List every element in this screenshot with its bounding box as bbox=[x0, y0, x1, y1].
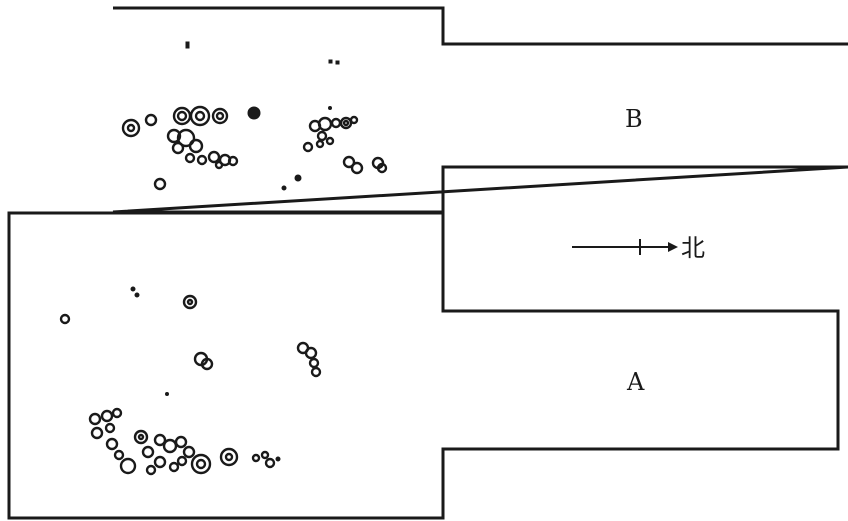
feature-ring bbox=[330, 117, 342, 129]
area-b-features bbox=[121, 41, 388, 191]
north-box-outline bbox=[441, 165, 848, 313]
feature-ring bbox=[171, 141, 185, 155]
feature-ring bbox=[188, 138, 204, 154]
feature-ring bbox=[144, 113, 158, 127]
feature-solid bbox=[294, 174, 302, 182]
area-a-label: A bbox=[626, 368, 645, 396]
feature-ring bbox=[133, 429, 149, 445]
feature-ring bbox=[251, 453, 261, 463]
feature-ring bbox=[119, 457, 137, 475]
feature-ring bbox=[339, 116, 353, 130]
feature-mark bbox=[335, 60, 340, 65]
feature-ring bbox=[121, 118, 141, 138]
area-a-features bbox=[59, 286, 322, 476]
feature-ring bbox=[186, 298, 194, 306]
feature-ring bbox=[126, 123, 136, 133]
feature-ring bbox=[90, 426, 104, 440]
feature-ring bbox=[141, 445, 155, 459]
feature-solid bbox=[275, 456, 281, 462]
feature-ring bbox=[168, 461, 180, 473]
feature-ring bbox=[184, 152, 196, 164]
feature-ring bbox=[172, 106, 192, 126]
north-arrow-icon bbox=[572, 239, 678, 255]
feature-ring bbox=[315, 139, 325, 149]
feature-ring bbox=[264, 457, 276, 469]
north-label: 北 bbox=[681, 234, 705, 262]
feature-ring bbox=[214, 160, 224, 170]
feature-ring bbox=[227, 155, 239, 167]
feature-ring bbox=[325, 136, 335, 146]
feature-ring bbox=[316, 130, 328, 142]
feature-ring bbox=[100, 409, 114, 423]
feature-ring bbox=[59, 313, 71, 325]
feature-ring bbox=[196, 154, 208, 166]
feature-ring bbox=[310, 366, 322, 378]
feature-solid bbox=[130, 286, 136, 292]
feature-ring bbox=[104, 422, 116, 434]
feature-ring bbox=[195, 458, 207, 470]
feature-ring bbox=[219, 447, 239, 467]
feature-ring bbox=[182, 445, 196, 459]
area-a-outline bbox=[7, 211, 840, 520]
feature-ring bbox=[174, 435, 188, 449]
feature-ring bbox=[194, 110, 206, 122]
feature-ring bbox=[302, 141, 314, 153]
feature-ring bbox=[113, 449, 125, 461]
feature-ring bbox=[224, 452, 234, 462]
feature-ring bbox=[215, 111, 225, 121]
feature-ring bbox=[111, 407, 123, 419]
feature-ring bbox=[304, 346, 318, 360]
feature-ring bbox=[145, 464, 157, 476]
feature-mark bbox=[185, 41, 190, 49]
feature-ring bbox=[342, 155, 356, 169]
feature-ring bbox=[153, 433, 167, 447]
feature-ring bbox=[211, 107, 229, 125]
feature-ring bbox=[105, 437, 119, 451]
feature-ring bbox=[182, 294, 198, 310]
feature-ring bbox=[153, 455, 167, 469]
feature-ring bbox=[207, 150, 221, 164]
feature-ring bbox=[153, 177, 167, 191]
feature-solid bbox=[281, 185, 287, 191]
feature-ring bbox=[376, 162, 388, 174]
feature-ring bbox=[200, 357, 214, 371]
feature-solid bbox=[247, 106, 261, 120]
feature-ring bbox=[260, 450, 270, 460]
feature-ring bbox=[88, 412, 102, 426]
feature-solid bbox=[328, 106, 332, 110]
feature-ring bbox=[350, 161, 364, 175]
feature-ring bbox=[308, 357, 320, 369]
feature-ring bbox=[166, 128, 182, 144]
feature-ring bbox=[190, 453, 212, 475]
feature-ring bbox=[176, 110, 188, 122]
feature-ring bbox=[342, 119, 350, 127]
feature-ring bbox=[349, 115, 359, 125]
feature-mark bbox=[328, 59, 333, 64]
feature-ring bbox=[176, 128, 196, 148]
feature-solid bbox=[165, 392, 169, 396]
feature-ring bbox=[137, 433, 145, 441]
feature-ring bbox=[189, 105, 211, 127]
feature-solid bbox=[134, 292, 140, 298]
feature-ring bbox=[162, 438, 178, 454]
area-b-label: B bbox=[625, 105, 643, 133]
feature-ring bbox=[176, 455, 188, 467]
